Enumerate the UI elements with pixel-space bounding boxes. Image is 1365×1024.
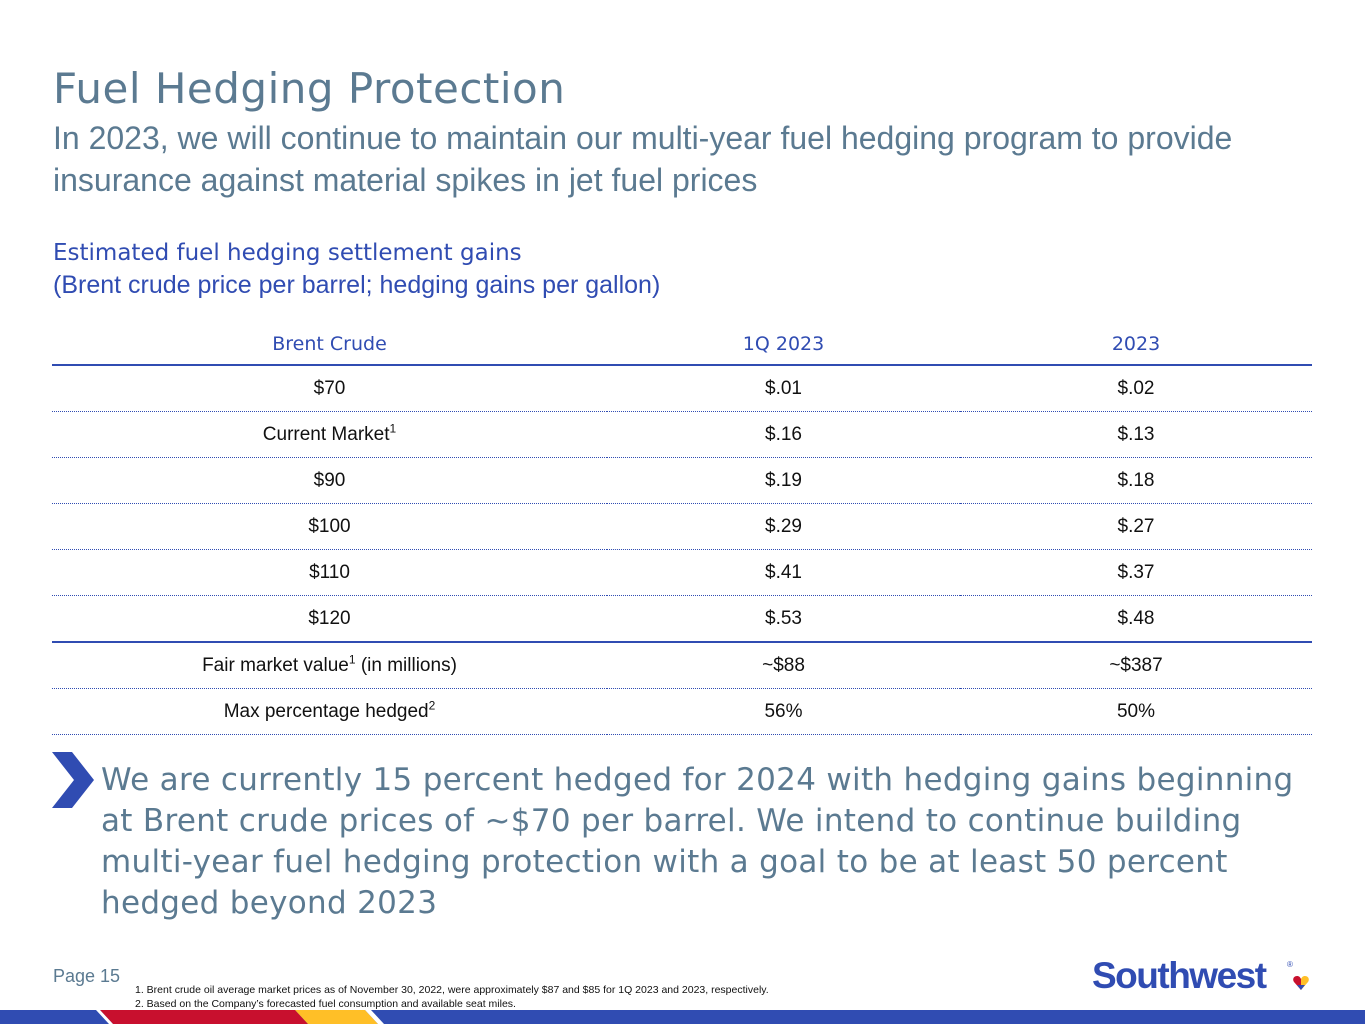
row-label: $70 xyxy=(52,365,607,412)
row-value-1q: ~$88 xyxy=(607,642,960,689)
row-value-2023: $.18 xyxy=(960,457,1312,504)
table-row: $100 $.29 $.27 xyxy=(52,503,1312,550)
table-heading: Estimated fuel hedging settlement gains xyxy=(53,240,522,266)
hedging-gains-table: Brent Crude 1Q 2023 2023 $70 $.01 $.02 C… xyxy=(52,324,1312,735)
row-value-2023: $.37 xyxy=(960,549,1312,596)
table-subheading: (Brent crude price per barrel; hedging g… xyxy=(53,271,661,299)
fair-market-value-row: Fair market value1 (in millions) ~$88 ~$… xyxy=(52,642,1312,689)
row-value-1q: $.01 xyxy=(607,365,960,412)
table-row: $110 $.41 $.37 xyxy=(52,549,1312,596)
footnote-2: 2. Based on the Company’s forecasted fue… xyxy=(135,998,516,1010)
row-label-suffix: (in millions) xyxy=(355,654,457,676)
registered-mark: ® xyxy=(1287,960,1293,969)
row-label-text: Current Market xyxy=(262,423,390,445)
row-label: $110 xyxy=(52,549,607,596)
row-value-2023: ~$387 xyxy=(960,642,1312,689)
chevron-right-icon xyxy=(52,752,94,808)
table-row: Current Market1 $.16 $.13 xyxy=(52,411,1312,458)
page-number: Page 15 xyxy=(53,966,121,986)
callout-text: We are currently 15 percent hedged for 2… xyxy=(101,762,1294,921)
row-label: Max percentage hedged2 xyxy=(52,688,607,735)
row-value-2023: $.02 xyxy=(960,365,1312,412)
row-label-text: Fair market value xyxy=(202,654,349,676)
row-value-1q: $.16 xyxy=(607,411,960,458)
row-value-2023: 50% xyxy=(960,688,1312,735)
row-value-2023: $.13 xyxy=(960,411,1312,458)
footnote-marker: 2 xyxy=(428,698,436,713)
row-label: Fair market value1 (in millions) xyxy=(52,642,607,689)
footnote-1: 1. Brent crude oil average market prices… xyxy=(135,984,769,996)
southwest-logo: Southwest xyxy=(1092,955,1267,996)
footnotes: 1. Brent crude oil average market prices… xyxy=(135,983,769,1011)
row-label: Current Market1 xyxy=(52,411,607,458)
heart-icon xyxy=(1293,976,1309,990)
row-value-1q: $.29 xyxy=(607,503,960,550)
header-2023: 2023 xyxy=(960,324,1312,366)
table-row: $90 $.19 $.18 xyxy=(52,457,1312,504)
brand-stripe xyxy=(0,1010,1365,1024)
row-label: $90 xyxy=(52,457,607,504)
header-brent-crude: Brent Crude xyxy=(52,324,607,366)
page-subtitle: In 2023, we will continue to maintain ou… xyxy=(53,120,1233,198)
max-percentage-hedged-row: Max percentage hedged2 56% 50% xyxy=(52,688,1312,735)
row-value-1q: 56% xyxy=(607,688,960,735)
header-1q-2023: 1Q 2023 xyxy=(607,324,960,366)
footnote-marker: 1 xyxy=(389,421,397,436)
row-value-1q: $.53 xyxy=(607,595,960,643)
table-row: $70 $.01 $.02 xyxy=(52,365,1312,412)
row-label-text: Max percentage hedged xyxy=(223,700,429,722)
row-label: $100 xyxy=(52,503,607,550)
row-value-2023: $.48 xyxy=(960,595,1312,643)
row-label: $120 xyxy=(52,595,607,643)
table-row: $120 $.53 $.48 xyxy=(52,595,1312,643)
footnote-marker: 1 xyxy=(348,652,356,667)
page-title: Fuel Hedging Protection xyxy=(53,64,566,113)
row-value-1q: $.41 xyxy=(607,549,960,596)
row-value-2023: $.27 xyxy=(960,503,1312,550)
table-header-row: Brent Crude 1Q 2023 2023 xyxy=(52,324,1312,366)
row-value-1q: $.19 xyxy=(607,457,960,504)
